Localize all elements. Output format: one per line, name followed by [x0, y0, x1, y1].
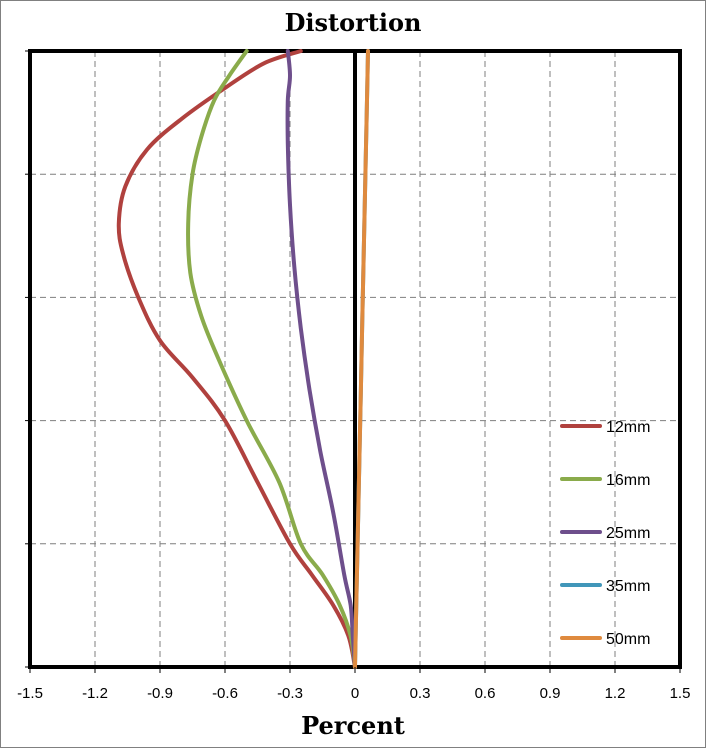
x-tick-label: -1.5	[17, 685, 43, 702]
x-tick-label: 1.2	[605, 685, 626, 702]
legend-label-35mm: 35mm	[606, 578, 650, 595]
legend-label-25mm: 25mm	[606, 525, 650, 542]
legend-label-16mm: 16mm	[606, 472, 650, 489]
axes	[25, 49, 682, 669]
series-line-12mm	[116, 49, 357, 669]
x-axis-label: Percent	[301, 711, 405, 740]
legend: 12mm 16mm 25mm 35mm 50mm	[560, 419, 650, 648]
series-line-25mm	[285, 49, 357, 669]
x-tick-label: -1.2	[82, 685, 108, 702]
x-tick-label: 0	[351, 685, 359, 702]
series-line-50mm	[353, 49, 370, 669]
x-tick-label: -0.6	[212, 685, 238, 702]
x-tick-label: 0.9	[540, 685, 561, 702]
legend-label-12mm: 12mm	[606, 419, 650, 436]
x-tick-label: 1.5	[670, 685, 691, 702]
x-tick-label: -0.9	[147, 685, 173, 702]
x-tick-label: 0.3	[410, 685, 431, 702]
x-tick-labels: -1.5 -1.2 -0.9 -0.6 -0.3 0 0.3 0.6 0.9 1.2 1.5	[17, 667, 690, 702]
x-tick-label: -0.3	[277, 685, 303, 702]
x-tick-label: 0.6	[475, 685, 496, 702]
series-line-16mm	[186, 49, 357, 669]
series-lines	[116, 49, 370, 669]
chart-title: Distortion	[284, 8, 422, 37]
legend-label-50mm: 50mm	[606, 631, 650, 648]
